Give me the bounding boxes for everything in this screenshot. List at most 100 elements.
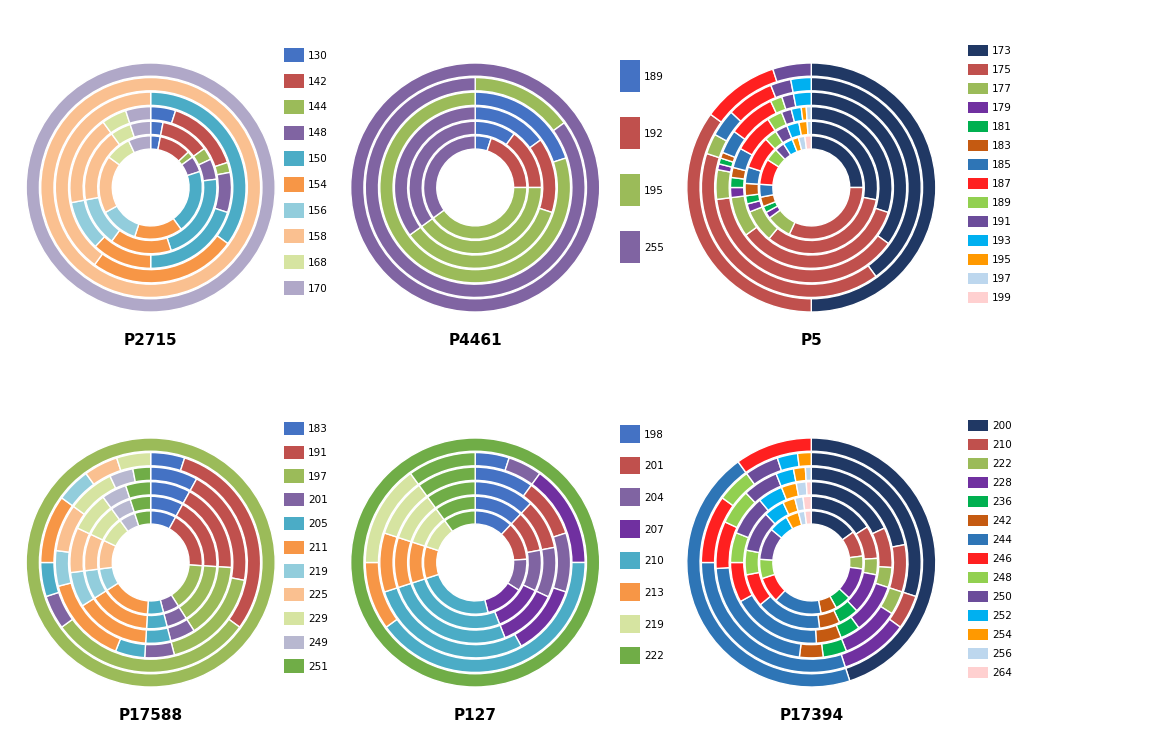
Bar bbox=[284, 48, 304, 62]
Bar bbox=[968, 254, 987, 265]
Wedge shape bbox=[873, 528, 892, 568]
Bar bbox=[968, 591, 987, 602]
Wedge shape bbox=[133, 467, 151, 482]
Wedge shape bbox=[722, 473, 755, 506]
Wedge shape bbox=[760, 596, 819, 628]
Wedge shape bbox=[428, 482, 475, 508]
Wedge shape bbox=[173, 172, 203, 230]
Wedge shape bbox=[487, 138, 527, 188]
Wedge shape bbox=[763, 574, 785, 600]
Wedge shape bbox=[475, 122, 515, 145]
Wedge shape bbox=[806, 467, 811, 481]
Wedge shape bbox=[151, 496, 183, 516]
Wedge shape bbox=[736, 500, 768, 538]
Wedge shape bbox=[107, 583, 148, 614]
Text: 156: 156 bbox=[308, 206, 328, 216]
Text: 189: 189 bbox=[644, 73, 664, 82]
Wedge shape bbox=[764, 202, 778, 212]
Wedge shape bbox=[380, 533, 398, 592]
Text: 248: 248 bbox=[992, 573, 1012, 583]
Bar bbox=[620, 60, 640, 92]
Text: 210: 210 bbox=[992, 440, 1012, 450]
Wedge shape bbox=[778, 454, 800, 470]
Wedge shape bbox=[795, 496, 804, 512]
Wedge shape bbox=[85, 569, 105, 598]
Wedge shape bbox=[181, 458, 261, 627]
Bar bbox=[620, 584, 640, 601]
Bar bbox=[620, 117, 640, 148]
Text: 225: 225 bbox=[308, 590, 328, 600]
Wedge shape bbox=[716, 568, 801, 657]
Bar bbox=[284, 74, 304, 88]
Bar bbox=[620, 488, 640, 506]
Bar bbox=[968, 477, 987, 488]
Bar bbox=[968, 515, 987, 526]
Text: 144: 144 bbox=[308, 103, 328, 112]
Wedge shape bbox=[351, 63, 599, 312]
Wedge shape bbox=[511, 514, 540, 553]
Wedge shape bbox=[198, 159, 217, 181]
Text: P17588: P17588 bbox=[118, 708, 183, 723]
Wedge shape bbox=[410, 209, 552, 268]
Wedge shape bbox=[110, 469, 136, 488]
Wedge shape bbox=[781, 483, 799, 500]
Wedge shape bbox=[151, 106, 176, 123]
Bar bbox=[284, 203, 304, 217]
Wedge shape bbox=[760, 160, 779, 185]
Wedge shape bbox=[394, 538, 411, 587]
Text: 254: 254 bbox=[992, 630, 1012, 640]
Wedge shape bbox=[500, 591, 548, 638]
Wedge shape bbox=[56, 506, 85, 552]
Wedge shape bbox=[130, 496, 151, 512]
Wedge shape bbox=[889, 592, 916, 627]
Wedge shape bbox=[768, 112, 787, 130]
Bar bbox=[968, 648, 987, 658]
Wedge shape bbox=[56, 550, 71, 586]
Wedge shape bbox=[811, 496, 867, 534]
Wedge shape bbox=[82, 598, 146, 644]
Text: 256: 256 bbox=[992, 649, 1012, 658]
Wedge shape bbox=[95, 236, 228, 283]
Wedge shape bbox=[553, 533, 570, 592]
Wedge shape bbox=[746, 572, 771, 604]
Text: 205: 205 bbox=[308, 519, 328, 530]
Text: 251: 251 bbox=[308, 662, 328, 672]
Wedge shape bbox=[214, 172, 232, 212]
Wedge shape bbox=[85, 134, 119, 200]
Wedge shape bbox=[767, 150, 785, 167]
Bar bbox=[968, 572, 987, 583]
Wedge shape bbox=[351, 438, 599, 687]
Wedge shape bbox=[495, 585, 535, 624]
Wedge shape bbox=[807, 122, 811, 134]
Wedge shape bbox=[178, 566, 217, 619]
Wedge shape bbox=[716, 170, 730, 200]
Wedge shape bbox=[409, 122, 475, 226]
Wedge shape bbox=[790, 77, 811, 92]
Wedge shape bbox=[716, 522, 737, 568]
Wedge shape bbox=[167, 179, 217, 251]
Wedge shape bbox=[796, 482, 807, 496]
Wedge shape bbox=[811, 77, 921, 277]
Wedge shape bbox=[799, 512, 807, 525]
Bar bbox=[968, 235, 987, 245]
Wedge shape bbox=[759, 184, 773, 197]
Text: 189: 189 bbox=[992, 198, 1012, 208]
Wedge shape bbox=[722, 131, 745, 158]
Text: 168: 168 bbox=[308, 258, 328, 268]
Wedge shape bbox=[506, 134, 541, 188]
Bar bbox=[968, 121, 987, 131]
Wedge shape bbox=[433, 188, 527, 239]
Text: 170: 170 bbox=[308, 284, 328, 294]
Wedge shape bbox=[161, 122, 204, 156]
Wedge shape bbox=[811, 136, 863, 188]
Wedge shape bbox=[111, 230, 172, 254]
Wedge shape bbox=[394, 106, 475, 235]
Wedge shape bbox=[423, 136, 475, 218]
Wedge shape bbox=[816, 626, 841, 644]
Wedge shape bbox=[794, 92, 811, 106]
Wedge shape bbox=[741, 119, 775, 155]
Bar bbox=[620, 174, 640, 206]
Wedge shape bbox=[530, 140, 556, 212]
Wedge shape bbox=[701, 562, 845, 673]
Wedge shape bbox=[803, 496, 811, 510]
